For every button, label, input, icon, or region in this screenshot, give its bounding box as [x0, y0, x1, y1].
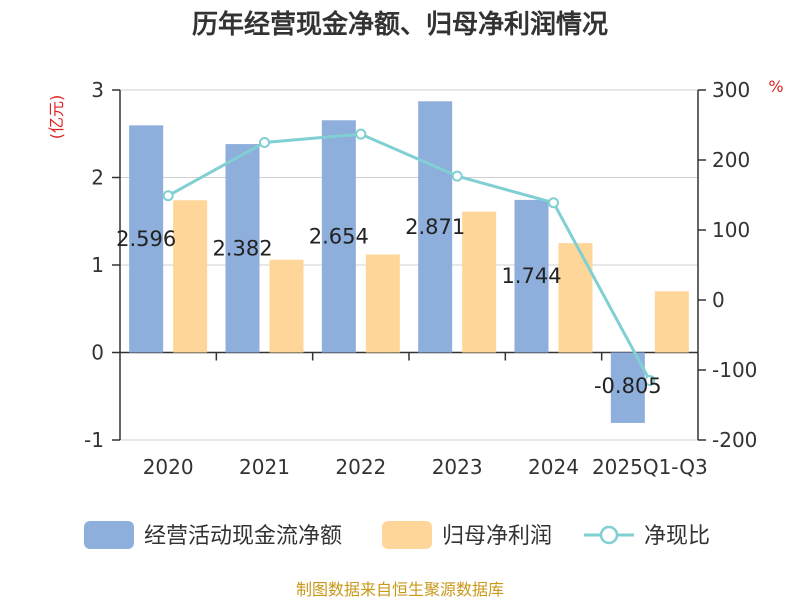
legend-label-ratio[interactable]: 净现比 [644, 524, 710, 549]
legend[interactable]: 经营活动现金流净额 归母净利润 净现比 [84, 521, 710, 549]
legend-label-net-profit[interactable]: 归母净利润 [442, 524, 552, 549]
bars [129, 101, 689, 423]
x-tick-label: 2025Q1-Q3 [592, 455, 708, 479]
bar-net-profit [173, 200, 208, 353]
left-tick-label: -1 [84, 428, 104, 452]
left-tick-label: 3 [91, 78, 104, 102]
x-tick-label: 2022 [335, 455, 386, 479]
line-series [162, 128, 656, 386]
bar-operating-cashflow [321, 120, 356, 353]
data-label: 2.654 [309, 224, 369, 248]
left-tick-label: 1 [91, 253, 104, 277]
data-label: 2.871 [405, 215, 465, 239]
bar-net-profit [654, 291, 689, 353]
legend-swatch-ratio-marker[interactable] [599, 525, 619, 545]
ratio-point [451, 170, 463, 182]
x-tick-label: 2024 [528, 455, 579, 479]
bar-net-profit [269, 259, 304, 353]
data-label: 2.596 [116, 227, 176, 251]
bar-net-profit [365, 254, 400, 353]
chart-title: 历年经营现金净额、归母净利润情况 [192, 9, 608, 40]
data-label: 1.744 [501, 264, 561, 288]
bar-operating-cashflow [418, 101, 453, 353]
bar-operating-cashflow [610, 352, 645, 423]
legend-swatch-operating-cashflow[interactable] [84, 521, 134, 549]
x-tick-label: 2021 [239, 455, 290, 479]
right-tick-label: -100 [712, 358, 757, 382]
tick-labels: -1 0 1 2 3 -200 -100 0 100 200 300 2020 2021 2022 2023… [84, 78, 757, 479]
data-label: -0.805 [594, 374, 662, 398]
x-tick-label: 2023 [432, 455, 483, 479]
right-tick-label: 0 [712, 288, 725, 312]
right-tick-label: 100 [712, 218, 750, 242]
ratio-point [162, 190, 174, 202]
source-note: 制图数据来自恒生聚源数据库 [296, 580, 504, 599]
bar-operating-cashflow [225, 144, 260, 353]
bar-net-profit [462, 211, 497, 353]
right-axis-unit: % [768, 77, 783, 96]
legend-swatch-net-profit[interactable] [382, 521, 432, 549]
left-tick-label: 0 [91, 341, 104, 365]
data-label: 2.382 [212, 236, 272, 260]
ratio-point [259, 137, 270, 148]
x-tick-label: 2020 [143, 455, 194, 479]
right-tick-label: -200 [712, 428, 757, 452]
bar-operating-cashflow [129, 125, 164, 353]
ratio-point [548, 197, 559, 209]
axes [112, 89, 706, 441]
right-tick-label: 200 [712, 148, 750, 172]
left-axis-unit: (亿元) [47, 95, 66, 140]
ratio-point [644, 375, 656, 386]
left-tick-label: 2 [91, 166, 104, 190]
ratio-line [167, 132, 652, 382]
data-labels: 2.596 2.382 2.654 2.871 1.744 -0.805 [116, 215, 662, 398]
right-tick-label: 300 [712, 78, 750, 102]
legend-label-operating-cashflow[interactable]: 经营活动现金流净额 [144, 524, 342, 549]
ratio-point [355, 128, 367, 140]
bar-operating-cashflow [514, 199, 549, 353]
bar-net-profit [558, 243, 593, 353]
